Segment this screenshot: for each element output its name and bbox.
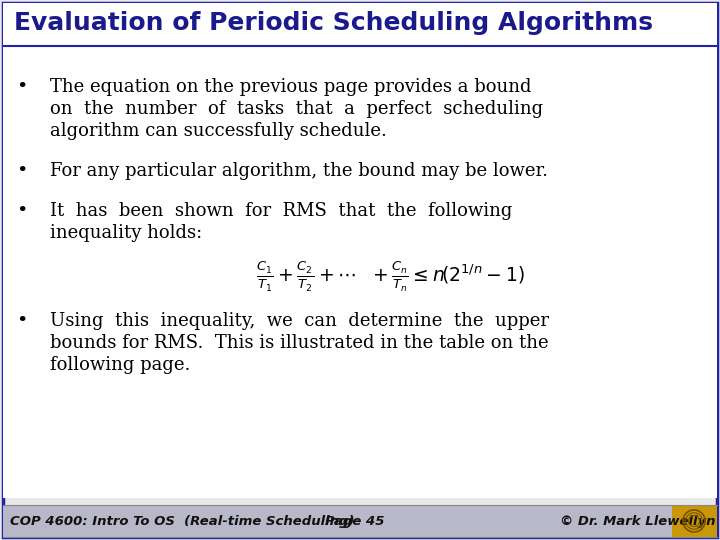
FancyBboxPatch shape — [672, 505, 717, 537]
Text: It  has  been  shown  for  RMS  that  the  following: It has been shown for RMS that the follo… — [50, 202, 513, 220]
FancyBboxPatch shape — [3, 3, 717, 537]
Text: For any particular algorithm, the bound may be lower.: For any particular algorithm, the bound … — [50, 162, 548, 180]
Text: Using  this  inequality,  we  can  determine  the  upper: Using this inequality, we can determine … — [50, 312, 549, 330]
Text: Page 45: Page 45 — [325, 515, 384, 528]
Text: •: • — [16, 78, 27, 96]
Text: following page.: following page. — [50, 356, 190, 374]
Text: The equation on the previous page provides a bound: The equation on the previous page provid… — [50, 78, 531, 96]
Text: •: • — [16, 162, 27, 180]
Text: bounds for RMS.  This is illustrated in the table on the: bounds for RMS. This is illustrated in t… — [50, 334, 549, 352]
Text: Evaluation of Periodic Scheduling Algorithms: Evaluation of Periodic Scheduling Algori… — [14, 11, 653, 35]
Text: COP 4600: Intro To OS  (Real-time Scheduling): COP 4600: Intro To OS (Real-time Schedul… — [10, 515, 354, 528]
Text: $\frac{C_1}{T_1}+\frac{C_2}{T_2}+\cdots\ \ +\frac{C_n}{T_n}\leq n\!\left(2^{1/n}: $\frac{C_1}{T_1}+\frac{C_2}{T_2}+\cdots\… — [256, 260, 524, 294]
Text: •: • — [16, 202, 27, 220]
FancyBboxPatch shape — [3, 3, 717, 43]
FancyBboxPatch shape — [3, 505, 717, 537]
Text: © Dr. Mark Llewellyn: © Dr. Mark Llewellyn — [560, 515, 716, 528]
Text: algorithm can successfully schedule.: algorithm can successfully schedule. — [50, 122, 387, 140]
Text: on  the  number  of  tasks  that  a  perfect  scheduling: on the number of tasks that a perfect sc… — [50, 100, 543, 118]
Text: inequality holds:: inequality holds: — [50, 224, 202, 242]
FancyBboxPatch shape — [3, 3, 717, 498]
Text: •: • — [16, 312, 27, 330]
